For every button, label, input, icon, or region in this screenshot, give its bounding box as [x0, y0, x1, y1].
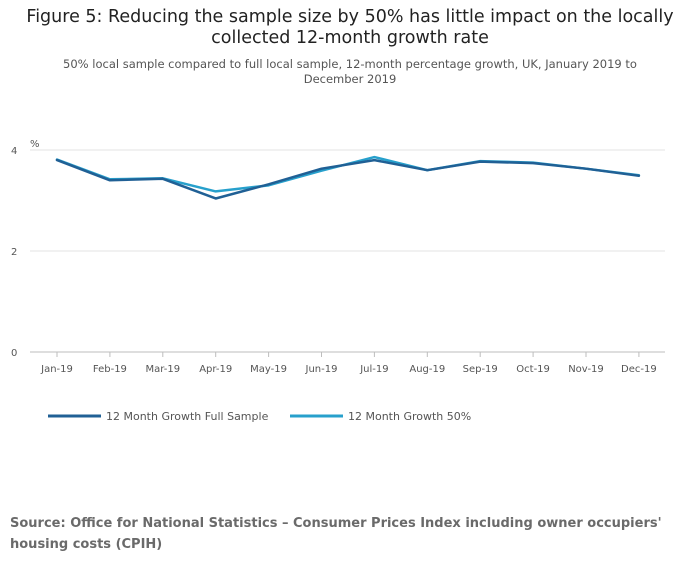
source-note: Source: Office for National Statistics –…	[10, 516, 662, 552]
y-tick-label: 0	[11, 348, 17, 359]
series-line	[55, 155, 641, 193]
x-tick-label: Mar-19	[146, 364, 181, 375]
chart-subtitle: 50% local sample compared to full local …	[63, 57, 637, 86]
chart-title: Figure 5: Reducing the sample size by 50…	[26, 7, 674, 48]
x-tick-label: Aug-19	[409, 364, 445, 375]
x-tick-label: Oct-19	[516, 364, 550, 375]
x-tick-label: May-19	[250, 364, 287, 375]
legend-label: 12 Month Growth Full Sample	[106, 410, 269, 423]
x-tick-label: Jan-19	[40, 364, 73, 375]
series-line	[55, 158, 641, 200]
x-tick-label: Dec-19	[621, 364, 657, 375]
legend-label: 12 Month Growth 50%	[348, 410, 471, 423]
x-tick-label: Jun-19	[305, 364, 338, 375]
y-tick-label: 4	[11, 146, 17, 157]
x-tick-label: Nov-19	[568, 364, 604, 375]
y-tick-label: 2	[11, 247, 17, 258]
x-tick-label: Jul-19	[359, 364, 388, 375]
y-axis-label: %	[30, 139, 40, 150]
x-tick-label: Feb-19	[93, 364, 127, 375]
line-chart: 0 2 4% Jan-19 Feb-19 Mar-19 Apr-19 May-19 Jun-19…	[11, 139, 665, 423]
x-tick-label: Sep-19	[463, 364, 498, 375]
x-tick-label: Apr-19	[199, 364, 232, 375]
